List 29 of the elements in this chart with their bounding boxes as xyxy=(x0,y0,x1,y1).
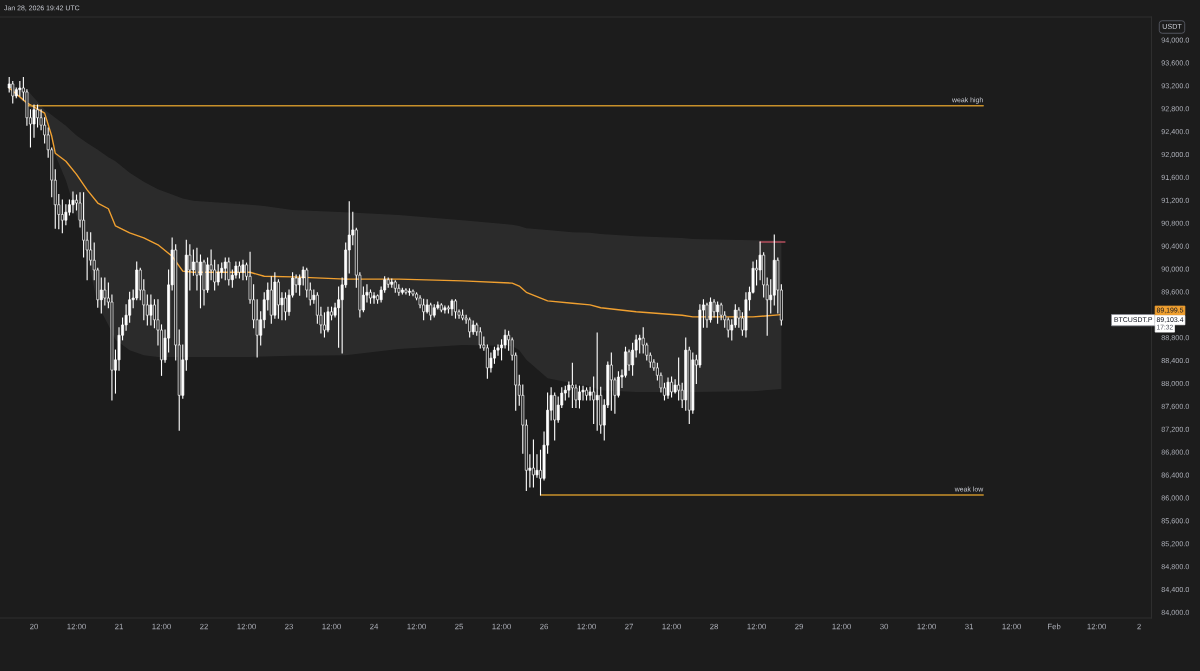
candlestick xyxy=(36,104,39,128)
candlestick xyxy=(149,294,153,326)
candlestick xyxy=(241,259,245,281)
candlestick xyxy=(199,254,202,309)
candlestick xyxy=(535,454,539,478)
candlestick xyxy=(294,274,298,293)
candlestick xyxy=(578,385,581,409)
candlestick xyxy=(103,277,107,306)
candlestick xyxy=(531,439,535,488)
candlestick xyxy=(71,191,75,214)
candlestick xyxy=(284,292,287,321)
candlestick xyxy=(411,289,415,297)
candlestick xyxy=(595,332,599,431)
candlestick xyxy=(733,304,737,328)
candlestick xyxy=(592,376,596,424)
candlestick xyxy=(372,292,376,304)
candlestick xyxy=(666,377,670,399)
candlestick xyxy=(216,264,220,286)
candlestick xyxy=(454,299,457,319)
candlestick xyxy=(191,249,195,276)
candlestick xyxy=(195,247,199,291)
candlestick xyxy=(677,357,681,401)
candlestick xyxy=(305,267,309,298)
candlestick xyxy=(478,327,482,349)
candlestick xyxy=(60,199,64,234)
candlestick xyxy=(705,302,709,328)
candlestick xyxy=(485,344,489,379)
candlestick xyxy=(276,279,280,319)
candlestick xyxy=(337,286,341,348)
